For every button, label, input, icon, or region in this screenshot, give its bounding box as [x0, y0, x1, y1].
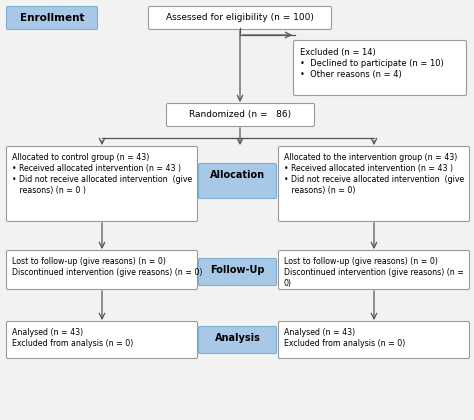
- Text: Allocation: Allocation: [210, 170, 265, 180]
- Text: Analysed (n = 43)
Excluded from analysis (n = 0): Analysed (n = 43) Excluded from analysis…: [12, 328, 133, 348]
- FancyBboxPatch shape: [279, 250, 470, 289]
- Text: Randomized (n =   86): Randomized (n = 86): [190, 110, 292, 119]
- Text: Lost to follow-up (give reasons) (n = 0)
Discontinued intervention (give reasons: Lost to follow-up (give reasons) (n = 0)…: [12, 257, 202, 277]
- FancyBboxPatch shape: [199, 326, 276, 354]
- FancyBboxPatch shape: [7, 321, 198, 359]
- FancyBboxPatch shape: [279, 321, 470, 359]
- Text: Enrollment: Enrollment: [20, 13, 84, 23]
- Text: Assessed for eligibility (n = 100): Assessed for eligibility (n = 100): [166, 13, 314, 22]
- FancyBboxPatch shape: [279, 147, 470, 221]
- Text: Analysis: Analysis: [215, 333, 260, 343]
- FancyBboxPatch shape: [148, 6, 331, 29]
- Text: Lost to follow-up (give reasons) (n = 0)
Discontinued intervention (give reasons: Lost to follow-up (give reasons) (n = 0)…: [284, 257, 464, 288]
- Text: Excluded (n = 14)
•  Declined to participate (n = 10)
•  Other reasons (n = 4): Excluded (n = 14) • Declined to particip…: [300, 48, 444, 79]
- Text: Allocated to the intervention group (n = 43)
• Received allocated intervention (: Allocated to the intervention group (n =…: [284, 153, 464, 195]
- FancyBboxPatch shape: [7, 147, 198, 221]
- FancyBboxPatch shape: [199, 163, 276, 199]
- Text: Analysed (n = 43)
Excluded from analysis (n = 0): Analysed (n = 43) Excluded from analysis…: [284, 328, 405, 348]
- FancyBboxPatch shape: [199, 258, 276, 286]
- Text: Allocated to control group (n = 43)
• Received allocated intervention (n = 43 )
: Allocated to control group (n = 43) • Re…: [12, 153, 192, 195]
- FancyBboxPatch shape: [7, 6, 98, 29]
- FancyBboxPatch shape: [7, 250, 198, 289]
- Text: Follow-Up: Follow-Up: [210, 265, 265, 275]
- FancyBboxPatch shape: [166, 103, 315, 126]
- FancyBboxPatch shape: [293, 40, 466, 95]
